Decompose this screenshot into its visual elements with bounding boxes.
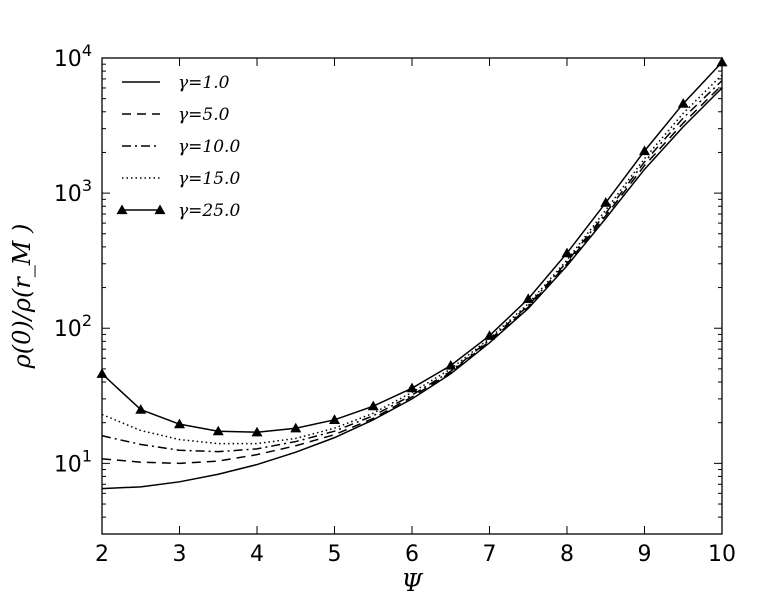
data-point-marker — [600, 197, 612, 207]
series-5 — [96, 56, 728, 437]
x-tick-label: 8 — [560, 542, 574, 567]
data-point-marker — [212, 425, 224, 436]
data-point-marker — [484, 330, 495, 340]
legend-label: γ=1.0 — [178, 73, 230, 93]
x-tick-label: 4 — [250, 542, 264, 567]
data-point-marker — [251, 426, 263, 437]
y-tick-label: 101 — [54, 446, 92, 477]
y-axis-label: ρ(0)/ρ(r_M ) — [8, 224, 36, 370]
x-tick-label: 9 — [638, 542, 652, 567]
data-point-marker — [639, 145, 650, 156]
y-tick-label: 102 — [54, 311, 92, 342]
x-tick-label: 10 — [708, 542, 736, 567]
series-line — [101, 87, 723, 490]
plot-lines — [96, 56, 728, 490]
x-tick-label: 5 — [328, 542, 342, 567]
legend-marker — [116, 204, 128, 215]
data-point-marker — [445, 359, 457, 370]
series-line — [101, 80, 723, 453]
data-point-marker — [677, 98, 689, 108]
series-line — [101, 74, 723, 445]
y-tick-base: 10 — [54, 47, 82, 72]
y-tick-exponent: 1 — [82, 446, 92, 465]
y-tick-exponent: 4 — [82, 41, 92, 60]
data-point-marker — [329, 414, 340, 424]
legend-label: γ=15.0 — [178, 169, 240, 189]
data-point-marker — [522, 293, 534, 303]
legend-entry: γ=5.0 — [122, 105, 230, 125]
legend-entry: γ=1.0 — [122, 73, 230, 93]
y-tick-base: 10 — [54, 182, 82, 207]
x-tick-label: 6 — [405, 542, 419, 567]
y-tick-base: 10 — [54, 317, 82, 342]
series-2 — [101, 84, 723, 465]
data-point-marker — [561, 247, 573, 258]
y-tick-exponent: 3 — [82, 176, 92, 195]
data-point-marker — [290, 422, 302, 433]
data-point-marker — [367, 400, 379, 411]
series-3 — [101, 80, 723, 453]
y-tick-base: 10 — [54, 452, 82, 477]
legend-entry: γ=15.0 — [122, 169, 240, 189]
legend-entry: γ=25.0 — [116, 201, 240, 221]
series-line — [101, 84, 723, 465]
series-4 — [101, 74, 723, 445]
y-tick-label: 104 — [54, 41, 92, 72]
legend: γ=1.0 γ=5.0 γ=10.0 γ=15.0 γ=25.0 — [116, 73, 240, 221]
legend-label: γ=25.0 — [178, 201, 240, 221]
data-point-marker — [135, 404, 147, 414]
data-point-marker — [406, 382, 418, 393]
axis-ticks — [101, 57, 723, 535]
series-1 — [101, 87, 723, 490]
x-tick-label: 2 — [95, 542, 109, 567]
x-tick-label: 3 — [173, 542, 187, 567]
y-tick-exponent: 2 — [82, 311, 92, 330]
y-tick-label: 103 — [54, 176, 92, 207]
legend-label: γ=10.0 — [178, 137, 240, 157]
x-axis-label: Ψ — [401, 569, 423, 597]
data-point-marker — [174, 418, 185, 429]
legend-entry: γ=10.0 — [122, 137, 240, 157]
legend-label: γ=5.0 — [178, 105, 230, 125]
x-tick-label: 7 — [483, 542, 497, 567]
legend-marker — [154, 204, 166, 215]
